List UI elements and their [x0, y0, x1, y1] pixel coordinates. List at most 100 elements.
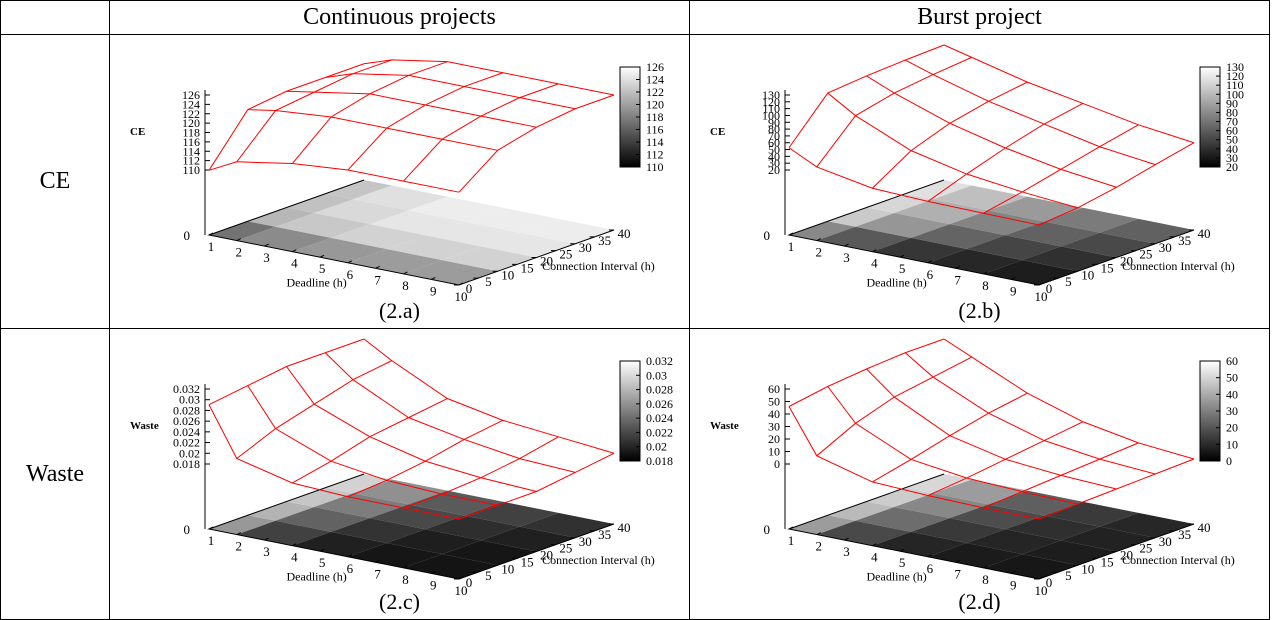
- z-tick-label: 40: [768, 149, 780, 163]
- x-axis-label: Deadline (h): [867, 276, 927, 290]
- z-tick-label: 0: [774, 457, 780, 471]
- z-axis-label: CE: [710, 126, 725, 138]
- heatmap-cell: [966, 529, 1061, 555]
- x-tick: [983, 271, 988, 275]
- colorbar-tick-label: 0.018: [646, 454, 673, 468]
- row-label-ce: CE: [0, 34, 110, 329]
- floor-heatmap: [209, 180, 614, 285]
- heatmap-cell: [1060, 232, 1156, 258]
- z-tick-label: 20: [768, 163, 780, 177]
- colorbar-tick-label: 120: [646, 98, 664, 112]
- heatmap-cell: [949, 210, 1045, 236]
- heatmap-cell: [347, 543, 443, 568]
- z-tick-label: 112: [182, 154, 200, 168]
- heatmap-cell: [331, 224, 426, 250]
- x-tick: [208, 232, 214, 236]
- heatmap-cell: [1044, 207, 1139, 233]
- surface-line: [208, 161, 460, 193]
- surface-line: [827, 386, 1078, 505]
- row-label-waste: Waste: [0, 328, 110, 620]
- surface-line: [816, 356, 973, 457]
- panel-2c: 1 2 3 4 5 6 7 8 9 10 0 5 10 15 20 25 30 35 40 Deadline (h) C…: [109, 328, 690, 620]
- heatmap-cell: [988, 196, 1083, 222]
- z-floor-label: 0: [184, 522, 191, 537]
- x-tick-label: 9: [1010, 577, 1017, 592]
- colorbar-tick-label: 0.024: [646, 411, 673, 425]
- y-tick-label: 15: [1101, 554, 1114, 569]
- heatmap-cell: [408, 490, 503, 516]
- heatmap-cell: [983, 260, 1078, 285]
- x-tick: [430, 570, 436, 574]
- x-tick: [788, 232, 794, 236]
- heatmap-cell: [209, 515, 276, 535]
- y-tick-label: 20: [540, 548, 553, 563]
- colorbar-tick-label: 10: [1226, 437, 1238, 451]
- y-tick-label: 10: [1081, 561, 1094, 576]
- x-tick-label: 3: [843, 250, 850, 265]
- x-tick: [458, 282, 464, 286]
- x-tick-label: 4: [871, 256, 878, 271]
- x-axis-label: Deadline (h): [287, 276, 347, 290]
- y-tick-label: 20: [1120, 548, 1133, 563]
- z-tick-label: 110: [762, 102, 780, 116]
- x-tick: [1038, 576, 1044, 580]
- y-tick-label: 40: [1198, 520, 1211, 535]
- colorbar-tick-label: 0.026: [646, 397, 673, 411]
- surface-line: [247, 385, 498, 506]
- colorbar-tick-label: 126: [646, 60, 664, 74]
- x-tick: [927, 554, 933, 558]
- heatmap-cell: [236, 520, 332, 546]
- x-tick-label: 4: [291, 256, 298, 271]
- heatmap-cell: [353, 185, 448, 211]
- heatmap-cell: [275, 507, 370, 532]
- surface-line: [872, 392, 1028, 483]
- y-tick-label: 30: [1159, 240, 1172, 255]
- y-tick-label: 5: [1065, 274, 1072, 289]
- y-tick-label: 5: [485, 274, 492, 289]
- x-tick: [899, 254, 905, 258]
- colorbar-tick-label: 116: [646, 123, 664, 137]
- x-tick-label: 9: [430, 577, 437, 592]
- x-tick: [1010, 570, 1016, 574]
- colorbar-tick-label: 50: [1226, 371, 1238, 385]
- x-tick: [403, 565, 408, 569]
- y-axis-label: Connection Interval (h): [542, 259, 655, 273]
- heatmap-cell: [403, 554, 498, 579]
- x-tick: [955, 559, 960, 563]
- surface-wireframe: [788, 44, 1195, 226]
- y-tick-label: 40: [618, 520, 631, 535]
- z-tick-label: 60: [768, 382, 780, 396]
- surface-wireframe: [208, 338, 615, 520]
- heatmap-cell: [331, 518, 426, 544]
- surface-line: [788, 406, 1040, 520]
- z-tick-label: 124: [182, 97, 200, 111]
- surface-line: [291, 61, 448, 164]
- colorbar-tick-label: 90: [1226, 96, 1238, 110]
- panel-2d: 1 2 3 4 5 6 7 8 9 10 0 5 10 15 20 25 30 35 40 Deadline (h) C…: [689, 328, 1270, 620]
- y-tick-label: 35: [1178, 233, 1191, 248]
- heatmap-cell: [1005, 221, 1100, 247]
- x-tick-label: 1: [208, 239, 215, 254]
- heatmap-cell: [386, 235, 481, 261]
- x-tick: [872, 543, 877, 547]
- x-tick: [292, 249, 297, 253]
- z-tick-label: 118: [182, 126, 200, 140]
- heatmap-cell: [789, 221, 856, 241]
- surface-line: [324, 352, 576, 473]
- x-tick-label: 3: [263, 250, 270, 265]
- x-tick: [816, 532, 822, 536]
- z-tick-label: 80: [768, 122, 780, 136]
- surface-line: [208, 404, 460, 520]
- x-tick-label: 10: [455, 583, 468, 598]
- z-tick-label: 0.032: [173, 382, 200, 396]
- colorbar-tick-label: 110: [646, 160, 664, 174]
- y-tick-label: 35: [598, 527, 611, 542]
- x-axis-label: Deadline (h): [287, 570, 347, 584]
- x-tick-label: 10: [1035, 583, 1048, 598]
- colorbar-tick-label: 80: [1226, 105, 1238, 119]
- y-tick-label: 20: [1120, 254, 1133, 269]
- heatmap-cell: [894, 199, 989, 225]
- heatmap-cell: [314, 493, 409, 519]
